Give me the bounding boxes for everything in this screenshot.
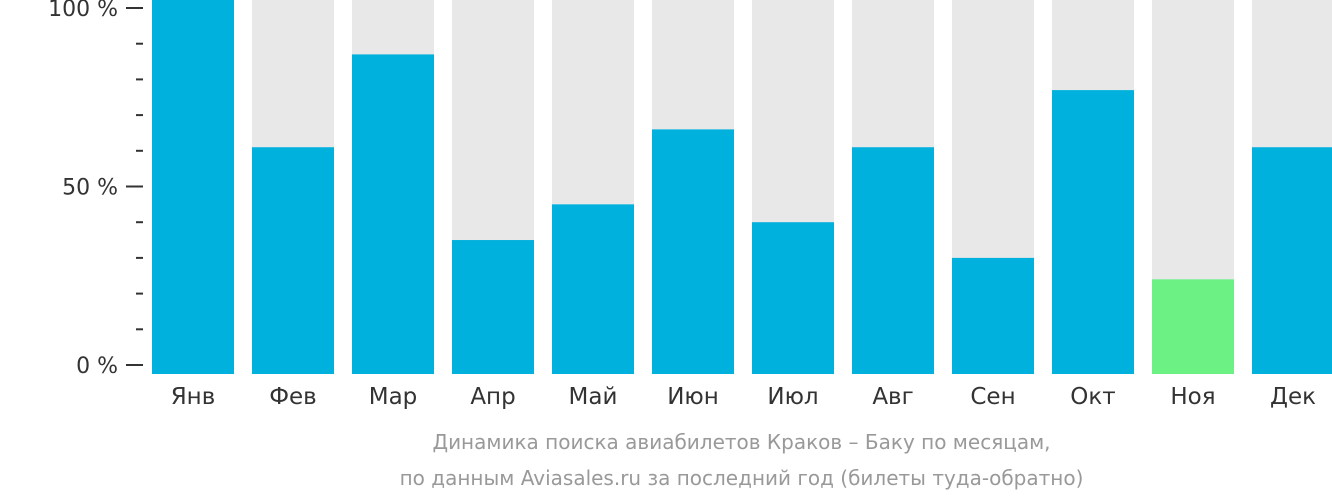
x-tick-label: Фев [269, 384, 317, 410]
x-tick-label: Авг [872, 384, 913, 410]
bar [1052, 90, 1134, 375]
bar [652, 129, 734, 374]
bar [352, 54, 434, 374]
bar [452, 240, 534, 374]
chart-caption-line-1: Динамика поиска авиабилетов Краков – Бак… [432, 430, 1051, 454]
x-tick-label: Июн [667, 384, 719, 410]
x-tick-label: Май [569, 384, 618, 410]
x-tick-label: Сен [970, 384, 1015, 410]
x-tick-label: Янв [171, 384, 216, 410]
y-tick-label: 100 % [48, 0, 118, 22]
bar-chart: 0 % 50 % 100 % Янв Фев Мар Апр Май Июн Июл Авг Сен… [48, 0, 1332, 410]
bar [852, 147, 934, 374]
x-axis-labels: Янв Фев Мар Апр Май Июн Июл Авг Сен Окт Ноя Дек [171, 384, 1316, 410]
bar [1152, 279, 1234, 374]
bar [1252, 147, 1332, 374]
bar [252, 147, 334, 374]
bar [752, 222, 834, 374]
x-tick-label: Июл [767, 384, 818, 410]
x-tick-label: Апр [470, 384, 515, 410]
y-axis: 0 % 50 % 100 % [48, 0, 143, 379]
bar [152, 0, 234, 374]
chart-caption-line-2: по данным Aviasales.ru за последний год … [399, 466, 1084, 490]
x-tick-label: Ноя [1170, 384, 1215, 410]
bar [552, 204, 634, 374]
x-tick-label: Окт [1070, 384, 1115, 410]
y-tick-label: 50 % [62, 176, 118, 201]
y-tick-label: 0 % [76, 354, 118, 379]
bar [952, 257, 1034, 374]
x-tick-label: Мар [369, 384, 418, 410]
bars [152, 0, 1332, 375]
x-tick-label: Дек [1270, 384, 1316, 410]
